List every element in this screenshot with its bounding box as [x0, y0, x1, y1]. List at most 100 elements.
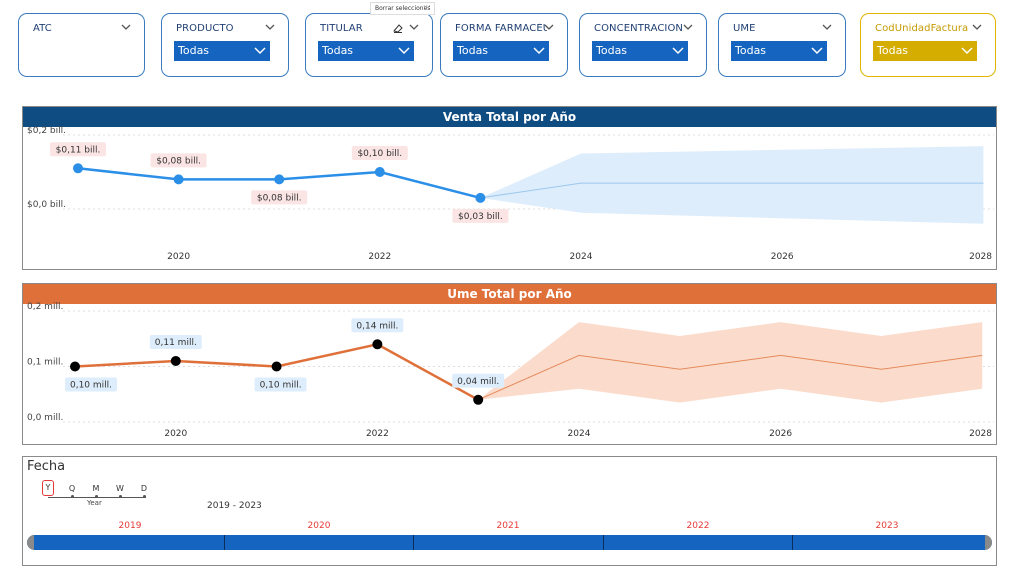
slicer-title: UME [733, 23, 756, 34]
chart-title: Venta Total por Año [443, 110, 576, 124]
data-label: $0,08 bill. [257, 193, 302, 203]
chevron-down-icon[interactable] [682, 21, 694, 33]
slicer-title: FORMA FARMACÉU... [455, 23, 547, 34]
slicer-dropdown[interactable]: Todas [318, 41, 414, 61]
data-point [274, 174, 285, 185]
data-label: $0,08 bill. [156, 156, 201, 166]
data-label-bg [65, 377, 117, 392]
slicer-dropdown[interactable]: Todas [731, 41, 827, 61]
data-label-bg [254, 377, 307, 392]
ume-chart-panel: Ume Total por Año 0,2 mill. 0,1 mill. 0,0 m… [22, 283, 997, 445]
y-tick-label: $0,2 bill. [27, 126, 66, 136]
chevron-down-icon[interactable] [971, 21, 983, 33]
slicer-forma-farmaceutica[interactable]: FORMA FARMACÉU... Todas [440, 13, 568, 77]
slicer-producto[interactable]: PRODUCTO Todas [161, 13, 289, 77]
x-tick-label: 2020 [164, 429, 187, 439]
granularity-month[interactable]: M [92, 484, 100, 493]
data-label-bg [351, 318, 404, 333]
chevron-down-icon [533, 47, 545, 55]
dropdown-value: Todas [735, 44, 767, 57]
slicer-title: CONCENTRACION [594, 23, 684, 34]
data-label: $0,11 bill. [56, 145, 101, 155]
slicer-cod-unidad-factura[interactable]: CodUnidadFactura Todas [860, 13, 996, 77]
x-tick-label: 2026 [769, 429, 792, 439]
x-tick-label: 2022 [368, 252, 391, 262]
chevron-down-icon [811, 47, 823, 55]
slicer-concentracion[interactable]: CONCENTRACION Todas [579, 13, 707, 77]
granularity-label: Year [87, 499, 102, 507]
forecast-line [477, 354, 983, 401]
timeline-year-label: 2021 [496, 521, 520, 531]
x-tick-label: 2022 [366, 429, 389, 439]
granularity-dot [143, 495, 146, 498]
slicer-dropdown[interactable]: Todas [174, 41, 270, 61]
slicer-dropdown[interactable]: Todas [592, 41, 688, 61]
dropdown-value: Todas [457, 44, 489, 57]
data-point [70, 361, 80, 372]
ume-chart[interactable]: Ume Total por Año 0,2 mill. 0,1 mill. 0,0 m… [23, 284, 996, 444]
slicer-title: TITULAR [320, 23, 363, 34]
timeline-handle-left[interactable] [27, 535, 34, 550]
date-range-text: 2019 - 2023 [207, 501, 262, 511]
chevron-down-icon[interactable] [543, 21, 555, 33]
eraser-icon[interactable] [392, 22, 404, 34]
data-label-bg [149, 334, 202, 349]
data-point [475, 192, 486, 203]
timeline-year-label: 2020 [307, 521, 331, 531]
chevron-down-icon [398, 47, 410, 55]
data-label-bg [251, 190, 308, 205]
tooltip-clear-selections: Borrar selecciones [370, 2, 436, 15]
data-point [374, 167, 385, 177]
chevron-down-icon[interactable] [120, 21, 132, 33]
data-point [170, 355, 181, 366]
timeline-separator [603, 535, 604, 550]
chevron-down-icon[interactable] [821, 21, 833, 33]
slicer-ume[interactable]: UME Todas [718, 13, 846, 77]
data-label: 0,11 mill. [155, 338, 197, 348]
dropdown-value: Todas [596, 44, 628, 57]
granularity-dot [71, 495, 74, 498]
timeline-year-label: 2023 [875, 521, 899, 531]
slicer-dropdown[interactable]: Todas [453, 41, 549, 61]
dropdown-value: Todas [178, 44, 210, 57]
data-label-bg [150, 153, 207, 168]
data-point [173, 174, 184, 185]
fecha-timeline-slicer: Fecha Y Q M W D Year 2019 - 2023 2019 20… [22, 456, 997, 566]
data-label: 0,10 mill. [260, 381, 302, 391]
data-label-bg [452, 208, 509, 223]
slicer-atc[interactable]: ATC [18, 13, 145, 77]
data-label: 0,04 mill. [457, 377, 499, 387]
granularity-year[interactable]: Y [42, 480, 54, 496]
fecha-title: Fecha [27, 459, 66, 474]
data-label-bg [351, 146, 408, 160]
chevron-down-icon [961, 47, 973, 55]
ellipsis-icon[interactable]: ··· [423, 2, 431, 11]
timeline-handle-right[interactable] [985, 535, 992, 550]
data-label: $0,10 bill. [357, 149, 402, 159]
chart-title-bar [23, 284, 996, 304]
chart-title-bar [23, 107, 996, 127]
timeline-bar[interactable] [27, 535, 992, 550]
y-tick-label: 0,1 mill. [27, 358, 63, 368]
chevron-down-icon[interactable] [264, 21, 276, 33]
chart-title: Ume Total por Año [447, 287, 572, 301]
venta-chart-panel: Venta Total por Año $0,2 bill. $0,0 bill. $… [22, 106, 997, 270]
data-label-bg [452, 373, 505, 388]
x-tick-label: 2028 [969, 252, 992, 262]
granularity-day[interactable]: D [140, 484, 148, 493]
granularity-quarter[interactable]: Q [68, 484, 76, 493]
chevron-down-icon [672, 47, 684, 55]
data-label-bg [50, 142, 106, 157]
slicer-title: ATC [33, 23, 52, 34]
data-point [271, 361, 282, 372]
x-tick-label: 2028 [969, 429, 992, 439]
slicer-dropdown[interactable]: Todas [873, 41, 977, 61]
granularity-week[interactable]: W [116, 484, 124, 493]
venta-chart[interactable]: Venta Total por Año $0,2 bill. $0,0 bill. $… [23, 107, 996, 269]
timeline-year-label: 2019 [118, 521, 142, 531]
slicer-titular[interactable]: TITULAR Todas [305, 13, 433, 77]
slicer-title: CodUnidadFactura [875, 23, 969, 34]
timeline-separator [413, 535, 414, 550]
forecast-band [480, 146, 984, 224]
chevron-down-icon[interactable] [408, 21, 420, 33]
